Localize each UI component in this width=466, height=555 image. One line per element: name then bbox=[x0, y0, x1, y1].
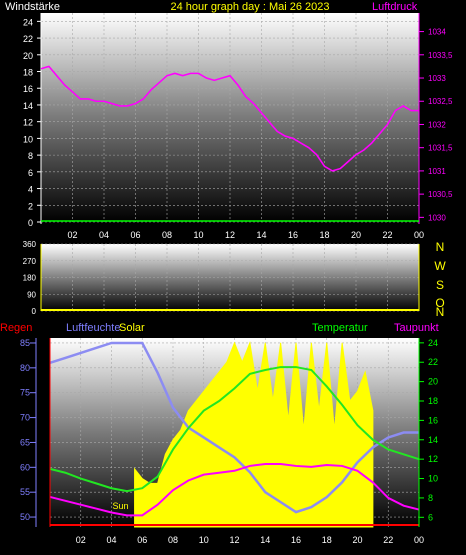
x-tick-3: 06 bbox=[137, 535, 147, 545]
y-tick-right-1: 1032 bbox=[428, 120, 446, 129]
y-tick-right-1: 1033 bbox=[428, 74, 446, 83]
compass-n-bottom: N bbox=[436, 305, 445, 319]
y-tick-right-3: 22 bbox=[428, 357, 438, 367]
x-tick-1: 00 bbox=[414, 230, 424, 240]
x-tick-3: 18 bbox=[322, 535, 332, 545]
compass-s: S bbox=[436, 278, 444, 292]
y-tick-right-3: 20 bbox=[428, 377, 438, 387]
y-tick-left-1: 8 bbox=[28, 151, 33, 161]
y-tick-left-1: 10 bbox=[23, 134, 33, 144]
x-tick-3: 14 bbox=[260, 535, 270, 545]
y-tick-right-1: 1030,5 bbox=[428, 190, 453, 199]
series-solar bbox=[134, 340, 374, 528]
y-tick-right-3: 18 bbox=[428, 396, 438, 406]
y-tick-2: 360 bbox=[23, 240, 37, 249]
x-tick-1: 22 bbox=[382, 230, 392, 240]
x-tick-1: 04 bbox=[99, 230, 109, 240]
legend-taupunkt: Taupunkt bbox=[394, 322, 439, 334]
y-tick-left-3: 50 bbox=[20, 512, 30, 522]
y-tick-left-1: 6 bbox=[28, 168, 33, 178]
legend-regen: Regen bbox=[0, 322, 32, 334]
x-tick-3: 22 bbox=[383, 535, 393, 545]
x-tick-3: 08 bbox=[168, 535, 178, 545]
x-tick-1: 08 bbox=[162, 230, 172, 240]
x-tick-3: 00 bbox=[414, 535, 424, 545]
y-tick-left-1: 20 bbox=[23, 51, 33, 61]
y-tick-right-1: 1034 bbox=[428, 28, 446, 37]
x-tick-3: 20 bbox=[352, 535, 362, 545]
y-tick-left-1: 12 bbox=[23, 118, 33, 128]
y-tick-right-1: 1033,5 bbox=[428, 51, 453, 60]
y-tick-right-1: 1031 bbox=[428, 167, 446, 176]
y-tick-2: 90 bbox=[27, 290, 36, 299]
series-luftfeuchte bbox=[49, 341, 419, 514]
series-luftdruck bbox=[40, 65, 419, 172]
x-tick-3: 10 bbox=[199, 535, 209, 545]
x-tick-1: 16 bbox=[288, 230, 298, 240]
y-tick-left-1: 18 bbox=[23, 68, 33, 78]
y-tick-right-3: 16 bbox=[428, 415, 438, 425]
legend-temperatur: Temperatur bbox=[312, 322, 368, 334]
compass-w: W bbox=[434, 259, 446, 273]
legend-luftfeuchte: Luftfeuchte bbox=[66, 322, 120, 334]
compass-o: O bbox=[435, 296, 444, 310]
y-tick-left-1: 2 bbox=[28, 201, 33, 211]
legend-solar: Solar bbox=[119, 322, 145, 334]
x-tick-1: 18 bbox=[319, 230, 329, 240]
y-tick-right-3: 10 bbox=[428, 474, 438, 484]
y-tick-right-3: 8 bbox=[428, 493, 433, 503]
wind-speed-label: Windstärke bbox=[5, 1, 60, 13]
x-tick-1: 20 bbox=[351, 230, 361, 240]
x-tick-1: 10 bbox=[193, 230, 203, 240]
chart-title: 24 hour graph day : Mai 26 2023 bbox=[170, 1, 329, 13]
y-tick-left-1: 24 bbox=[23, 17, 33, 27]
x-tick-1: 06 bbox=[130, 230, 140, 240]
sun-label: Sun bbox=[113, 501, 129, 511]
y-tick-right-1: 1030 bbox=[428, 213, 446, 222]
y-tick-left-1: 14 bbox=[23, 101, 33, 111]
y-tick-left-3: 85 bbox=[20, 338, 30, 348]
x-tick-1: 02 bbox=[67, 230, 77, 240]
y-tick-right-1: 1032,5 bbox=[428, 97, 453, 106]
y-tick-2: 270 bbox=[23, 257, 37, 266]
y-tick-right-3: 14 bbox=[428, 435, 438, 445]
y-tick-2: 180 bbox=[23, 274, 37, 283]
y-tick-left-1: 22 bbox=[23, 34, 33, 44]
y-tick-left-3: 70 bbox=[20, 413, 30, 423]
y-tick-2: 0 bbox=[32, 307, 37, 316]
x-tick-3: 02 bbox=[76, 535, 86, 545]
x-tick-3: 04 bbox=[106, 535, 116, 545]
series-temperatur bbox=[49, 366, 420, 493]
y-tick-right-3: 6 bbox=[428, 512, 433, 522]
y-tick-left-3: 60 bbox=[20, 462, 30, 472]
pressure-label: Luftdruck bbox=[372, 1, 418, 13]
y-tick-left-1: 4 bbox=[28, 185, 33, 195]
x-tick-3: 16 bbox=[291, 535, 301, 545]
y-tick-left-1: 0 bbox=[28, 218, 33, 228]
x-tick-3: 12 bbox=[229, 535, 239, 545]
y-tick-left-3: 65 bbox=[20, 437, 30, 447]
y-tick-left-3: 75 bbox=[20, 388, 30, 398]
y-tick-left-1: 16 bbox=[23, 84, 33, 94]
x-tick-1: 14 bbox=[256, 230, 266, 240]
y-tick-right-3: 24 bbox=[428, 338, 438, 348]
y-tick-left-3: 55 bbox=[20, 487, 30, 497]
series-taupunkt bbox=[49, 463, 420, 517]
y-tick-left-3: 80 bbox=[20, 363, 30, 373]
y-tick-right-1: 1031,5 bbox=[428, 144, 453, 153]
x-tick-1: 12 bbox=[225, 230, 235, 240]
y-tick-right-3: 12 bbox=[428, 454, 438, 464]
compass-n-top: N bbox=[436, 240, 445, 254]
